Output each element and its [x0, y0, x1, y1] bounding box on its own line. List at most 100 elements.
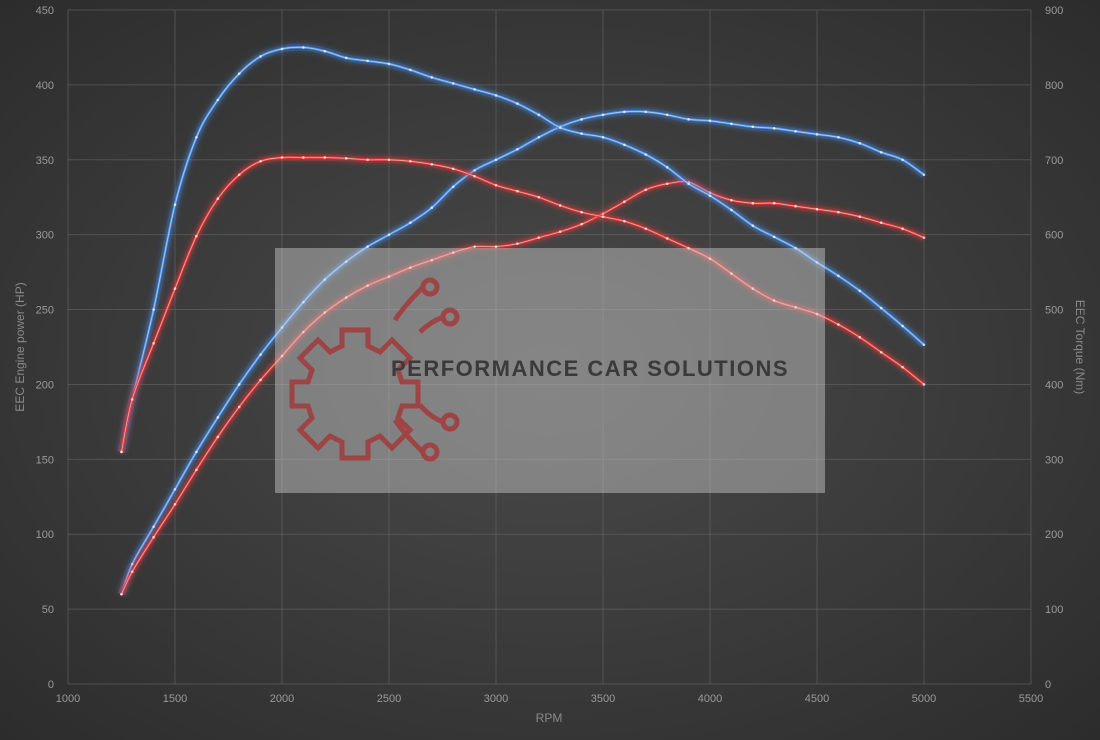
- data-point: [302, 156, 305, 159]
- data-point: [387, 233, 391, 236]
- data-point: [922, 236, 926, 239]
- data-point: [665, 237, 669, 240]
- x-tick-label: 2500: [377, 693, 401, 705]
- data-point: [451, 82, 455, 85]
- data-point: [195, 234, 198, 238]
- data-point: [730, 208, 733, 212]
- data-point: [601, 136, 605, 139]
- data-point: [879, 150, 883, 154]
- y-left-tick-label: 100: [36, 529, 54, 541]
- data-point: [901, 227, 904, 230]
- data-point: [302, 330, 305, 334]
- data-point: [451, 185, 455, 189]
- data-point: [344, 260, 348, 263]
- data-point: [451, 251, 455, 254]
- data-point: [772, 127, 776, 130]
- data-point: [644, 153, 648, 156]
- data-point: [259, 378, 262, 382]
- y-right-tick-label: 0: [1045, 679, 1051, 691]
- x-axis-title: RPM: [536, 711, 563, 725]
- data-point: [366, 158, 369, 162]
- data-point: [794, 130, 797, 133]
- data-point: [323, 311, 327, 314]
- data-point: [280, 156, 284, 159]
- data-point: [772, 235, 776, 239]
- data-point: [730, 272, 733, 275]
- data-point: [537, 195, 541, 199]
- data-point: [195, 468, 198, 472]
- data-point: [879, 306, 883, 310]
- data-point: [516, 189, 519, 193]
- data-point: [558, 126, 562, 129]
- data-point: [537, 113, 541, 117]
- data-point: [837, 323, 840, 326]
- data-point: [387, 62, 391, 66]
- y-right-tick-label: 100: [1045, 604, 1063, 616]
- data-point: [259, 159, 262, 163]
- data-point: [879, 350, 883, 354]
- y-left-tick-label: 200: [36, 379, 54, 391]
- data-point: [879, 221, 883, 224]
- data-point: [537, 136, 541, 139]
- data-point: [580, 118, 583, 121]
- data-point: [430, 76, 434, 79]
- data-point: [473, 174, 476, 178]
- data-point: [644, 227, 648, 230]
- data-point: [409, 68, 412, 72]
- data-point: [537, 236, 541, 239]
- data-point: [858, 215, 862, 218]
- y-left-tick-label: 0: [48, 679, 54, 691]
- y-axis-left-title: EEC Engine power (HP): [13, 282, 27, 411]
- data-point: [858, 289, 862, 293]
- data-point: [323, 49, 327, 53]
- x-tick-label: 1000: [56, 693, 80, 705]
- x-tick-label: 4000: [698, 693, 722, 705]
- data-point: [344, 296, 348, 299]
- data-point: [259, 353, 262, 356]
- data-point: [837, 274, 840, 278]
- data-point: [387, 158, 391, 162]
- data-point: [623, 143, 626, 147]
- data-point: [130, 570, 134, 573]
- data-point: [815, 312, 819, 316]
- data-point: [280, 47, 284, 51]
- data-point: [580, 132, 583, 135]
- series-line-2: [118, 43, 927, 454]
- data-point: [751, 287, 755, 290]
- x-tick-label: 3500: [591, 693, 615, 705]
- data-point: [623, 110, 626, 114]
- y-right-tick-label: 900: [1045, 5, 1063, 17]
- data-point: [687, 118, 690, 121]
- data-point: [858, 142, 862, 145]
- data-point: [494, 183, 498, 187]
- data-point: [751, 201, 755, 205]
- data-point: [794, 204, 797, 208]
- data-point: [772, 201, 776, 205]
- gear-circuit-logo-icon: [289, 277, 460, 462]
- data-point: [815, 207, 819, 211]
- data-point: [644, 188, 648, 192]
- y-right-tick-label: 400: [1045, 379, 1063, 391]
- data-point: [451, 167, 455, 171]
- data-point: [173, 487, 177, 491]
- data-point: [120, 450, 123, 454]
- data-point: [837, 210, 840, 214]
- data-point: [665, 165, 669, 169]
- data-point: [516, 242, 519, 245]
- data-point: [237, 173, 241, 177]
- data-point: [173, 203, 177, 207]
- data-point: [430, 162, 434, 166]
- data-point: [130, 398, 134, 401]
- y-left-tick-label: 450: [36, 5, 54, 17]
- data-point: [216, 435, 220, 439]
- data-point: [794, 306, 797, 309]
- data-point: [366, 59, 369, 63]
- y-left-tick-label: 350: [36, 155, 54, 167]
- y-left-tick-label: 250: [36, 305, 54, 317]
- data-point: [473, 245, 476, 248]
- data-point: [216, 98, 220, 102]
- data-point: [558, 204, 562, 207]
- data-point: [302, 46, 305, 49]
- data-point: [344, 56, 348, 60]
- data-point: [516, 147, 519, 151]
